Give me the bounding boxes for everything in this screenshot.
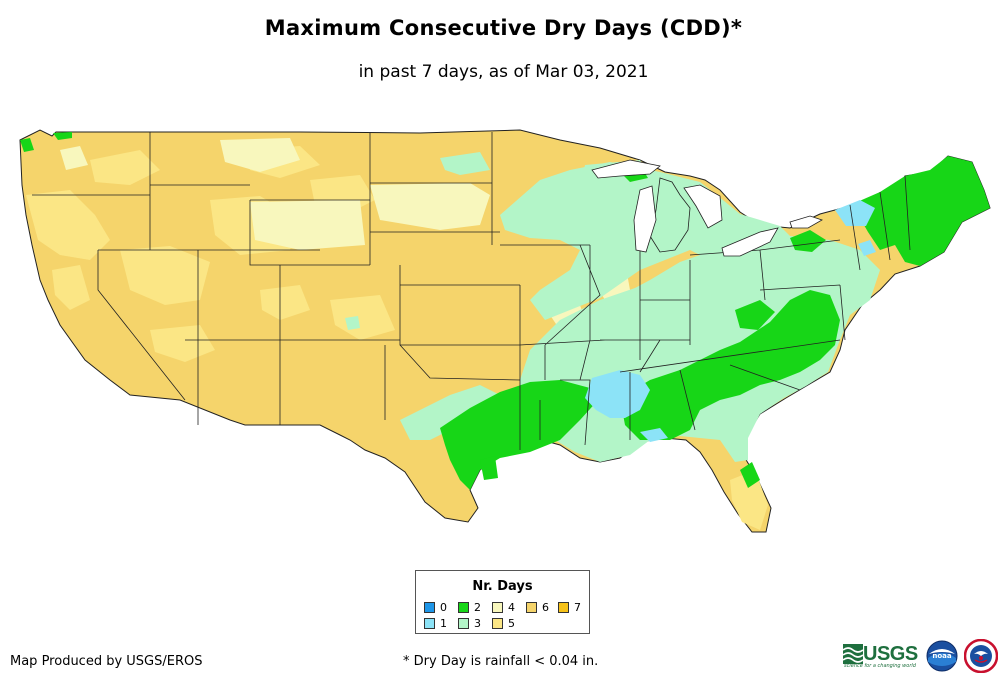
legend-title: Nr. Days: [472, 579, 533, 594]
legend-swatch-3: [458, 618, 469, 629]
map-credit: Map Produced by USGS/EROS: [10, 654, 203, 669]
legend-label-0: 0: [440, 601, 447, 614]
legend-swatch-5: [492, 618, 503, 629]
legend-label-1: 1: [440, 617, 447, 630]
legend-item-2: 2: [458, 602, 481, 614]
legend-item-5: 5: [492, 618, 515, 630]
great-lakes: [591, 159, 823, 257]
us-dry-days-map: [19, 129, 991, 533]
legend: Nr. Days 0 1 2 3 4 5 6 7: [415, 570, 590, 634]
legend-label-7: 7: [574, 601, 581, 614]
legend-swatch-6: [526, 602, 537, 613]
nws-logo-icon: [964, 639, 998, 673]
legend-item-6: 6: [526, 602, 549, 614]
legend-item-1: 1: [424, 618, 447, 630]
noaa-logo-icon: noaa: [926, 640, 958, 672]
legend-item-7: 7: [558, 602, 581, 614]
legend-item-3: 3: [458, 618, 481, 630]
legend-swatch-0: [424, 602, 435, 613]
legend-label-2: 2: [474, 601, 481, 614]
dry-day-footnote: * Dry Day is rainfall < 0.04 in.: [403, 654, 599, 669]
usgs-wave-icon: [843, 644, 863, 664]
legend-item-0: 0: [424, 602, 447, 614]
legend-label-4: 4: [508, 601, 515, 614]
legend-label-6: 6: [542, 601, 549, 614]
legend-swatch-4: [492, 602, 503, 613]
usgs-tagline: science for a changing world: [844, 663, 916, 669]
zone-1-days: [585, 200, 876, 442]
map-title: Maximum Consecutive Dry Days (CDD)*: [264, 16, 743, 40]
legend-swatch-7: [558, 602, 569, 613]
usgs-logo-text: USGS: [863, 643, 918, 665]
usgs-logo: USGS science for a changing world: [843, 642, 919, 670]
noaa-logo-text: noaa: [932, 652, 952, 660]
legend-label-5: 5: [508, 617, 515, 630]
map-subtitle: in past 7 days, as of Mar 03, 2021: [358, 62, 649, 82]
legend-label-3: 3: [474, 617, 481, 630]
legend-swatch-1: [424, 618, 435, 629]
legend-item-4: 4: [492, 602, 515, 614]
legend-swatch-2: [458, 602, 469, 613]
